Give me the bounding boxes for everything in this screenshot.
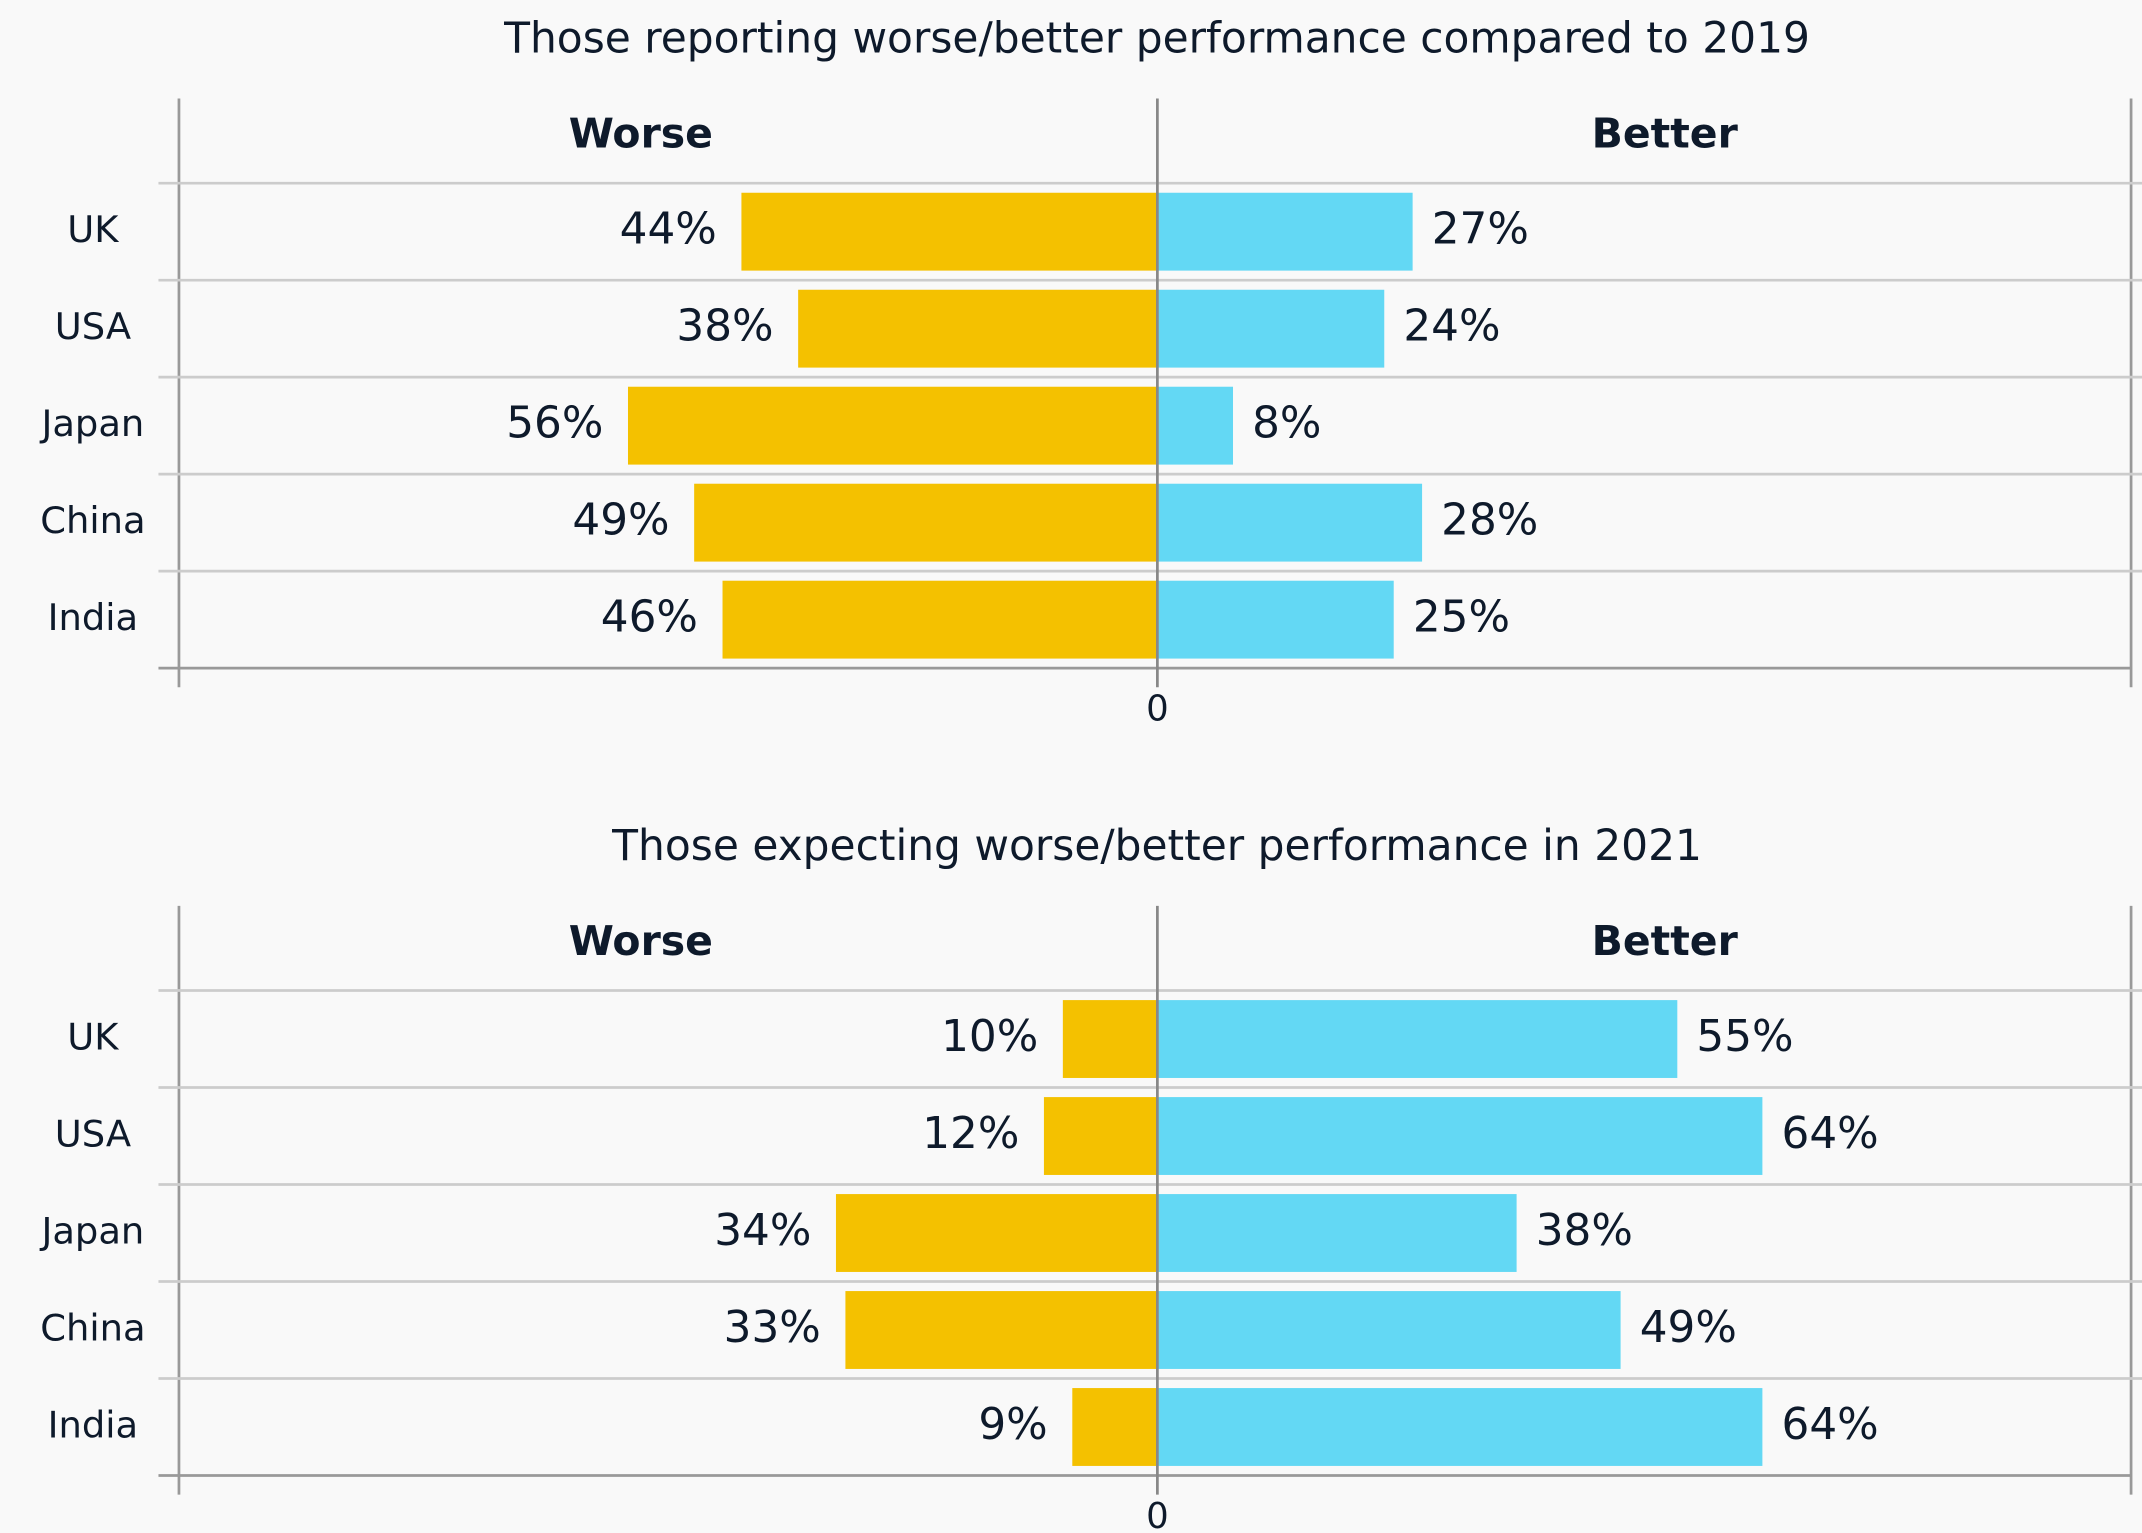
- value-label: 44%: [620, 204, 717, 255]
- value-label: 38%: [1536, 1205, 1633, 1256]
- category-label: UK: [67, 1016, 119, 1059]
- bar: [1157, 1291, 1621, 1369]
- value-label: 9%: [978, 1399, 1047, 1450]
- bar: [1157, 580, 1394, 659]
- bar: [1157, 1194, 1517, 1272]
- value-label: 64%: [1782, 1399, 1879, 1450]
- x-tick-label: 0: [1146, 1496, 1169, 1533]
- value-label: 8%: [1252, 398, 1321, 449]
- x-tick-label: 0: [1146, 688, 1169, 729]
- bar: [835, 1194, 1158, 1272]
- category-label: Japan: [39, 402, 144, 445]
- value-label: 55%: [1696, 1011, 1793, 1062]
- category-label: USA: [55, 305, 131, 348]
- category-label: India: [48, 596, 138, 639]
- value-label: 27%: [1432, 204, 1529, 255]
- value-label: 10%: [941, 1011, 1038, 1062]
- bar: [798, 289, 1158, 368]
- bar: [1157, 1000, 1678, 1078]
- value-label: 49%: [572, 495, 669, 546]
- category-label: India: [48, 1403, 138, 1446]
- value-label: 12%: [922, 1108, 1019, 1159]
- series-header: Worse: [569, 917, 713, 965]
- value-label: 28%: [1441, 495, 1538, 546]
- bar: [1157, 1388, 1763, 1466]
- value-label: 64%: [1782, 1108, 1879, 1159]
- value-label: 46%: [601, 592, 698, 643]
- bar: [1157, 1097, 1763, 1175]
- value-label: 25%: [1413, 592, 1510, 643]
- bar: [694, 483, 1158, 562]
- bar: [627, 386, 1158, 465]
- value-label: 38%: [676, 301, 773, 352]
- category-label: USA: [55, 1113, 131, 1156]
- category-label: UK: [67, 208, 119, 251]
- bar: [1043, 1097, 1158, 1175]
- bar: [1072, 1388, 1158, 1466]
- bar: [1157, 483, 1423, 562]
- bar: [722, 580, 1158, 659]
- series-header: Worse: [569, 110, 713, 158]
- series-header: Better: [1592, 917, 1739, 965]
- value-label: 24%: [1403, 301, 1500, 352]
- bar: [741, 192, 1158, 271]
- bar: [1157, 289, 1385, 368]
- bar: [1062, 1000, 1158, 1078]
- category-label: Japan: [39, 1210, 144, 1253]
- series-header: Better: [1592, 110, 1739, 158]
- category-label: China: [40, 1307, 145, 1350]
- bar: [1157, 192, 1413, 271]
- chart-title: Those reporting worse/better performance…: [503, 14, 1810, 63]
- bar: [845, 1291, 1158, 1369]
- bar: [1157, 386, 1234, 465]
- value-label: 49%: [1640, 1302, 1737, 1353]
- value-label: 34%: [714, 1205, 811, 1256]
- category-label: China: [40, 499, 145, 542]
- chart-title: Those expecting worse/better performance…: [611, 821, 1702, 870]
- value-label: 33%: [724, 1302, 821, 1353]
- value-label: 56%: [506, 398, 603, 449]
